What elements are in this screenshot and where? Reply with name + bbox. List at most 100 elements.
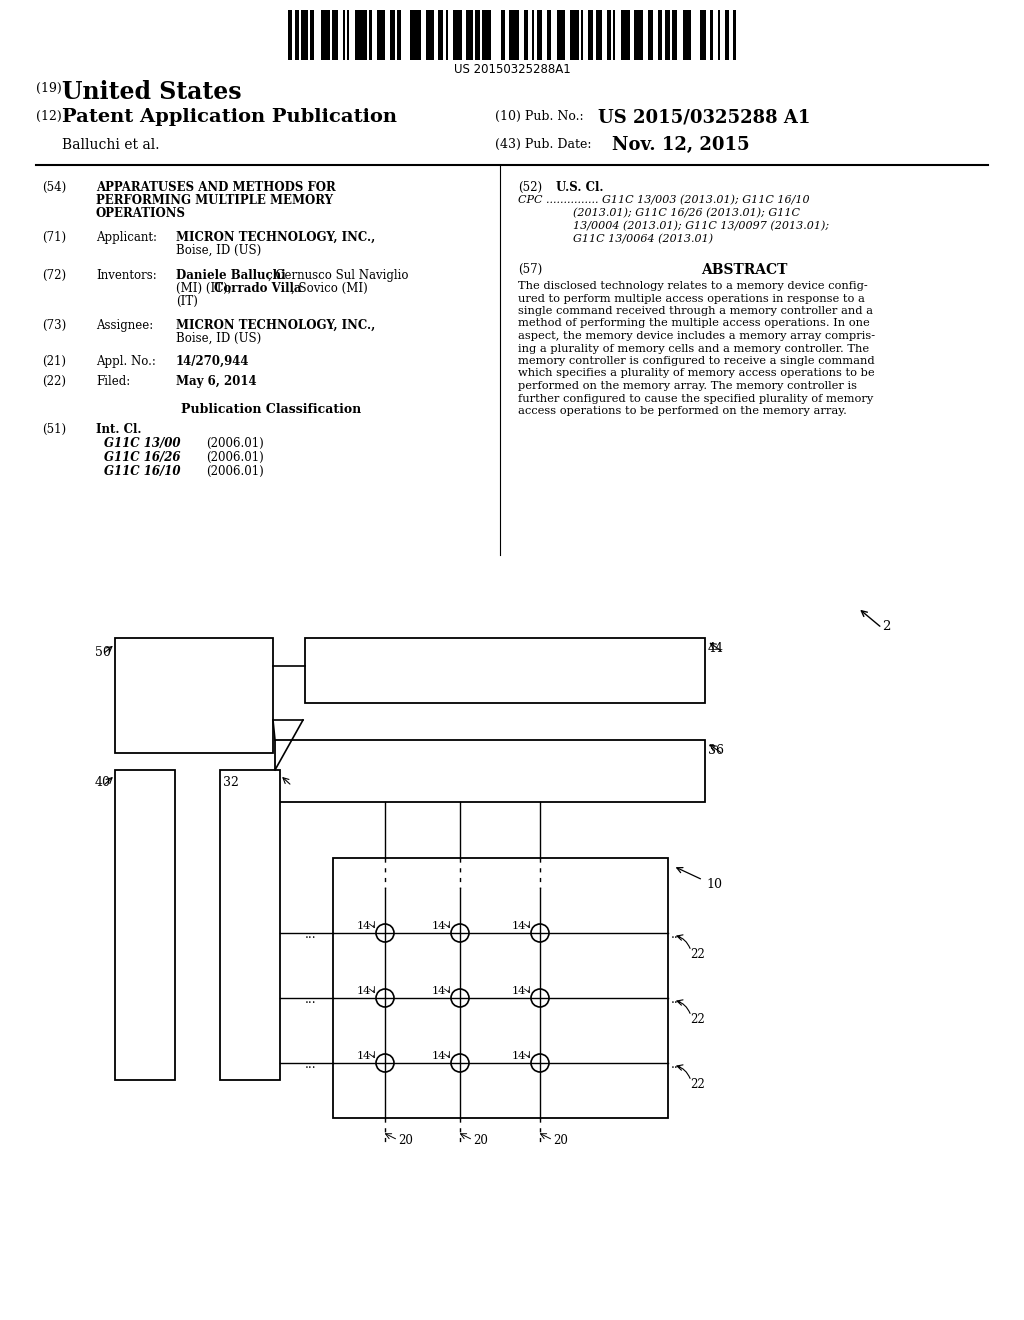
Text: G11C 13/0064 (2013.01): G11C 13/0064 (2013.01) <box>573 234 713 244</box>
Text: (2006.01): (2006.01) <box>206 451 264 465</box>
Text: 14/270,944: 14/270,944 <box>176 355 250 368</box>
Text: Publication Classification: Publication Classification <box>181 403 361 416</box>
Bar <box>588 11 593 59</box>
Text: Boise, ID (US): Boise, ID (US) <box>176 244 261 257</box>
Text: 22: 22 <box>690 948 705 961</box>
Bar <box>573 11 579 59</box>
Text: Int. Cl.: Int. Cl. <box>96 422 141 436</box>
Text: 14: 14 <box>432 921 446 931</box>
Text: Assignee:: Assignee: <box>96 319 154 333</box>
Text: (2013.01); G11C 16/26 (2013.01); G11C: (2013.01); G11C 16/26 (2013.01); G11C <box>573 209 800 218</box>
Bar <box>557 11 561 59</box>
Bar <box>701 11 707 59</box>
Bar <box>333 858 668 1118</box>
Text: 40: 40 <box>95 776 111 789</box>
Text: , Sovico (MI): , Sovico (MI) <box>291 282 368 294</box>
Text: Corrado Villa: Corrado Villa <box>214 282 301 294</box>
Text: ...: ... <box>671 928 683 941</box>
Text: ...: ... <box>305 993 316 1006</box>
Bar <box>674 11 678 59</box>
Bar <box>501 11 506 59</box>
Bar <box>428 11 434 59</box>
Text: (71): (71) <box>42 231 67 244</box>
Text: United States: United States <box>62 81 242 104</box>
Text: 44: 44 <box>708 642 724 655</box>
Text: (MI) (IT);: (MI) (IT); <box>176 282 236 294</box>
Text: ...: ... <box>671 993 683 1006</box>
Text: U.S. Cl.: U.S. Cl. <box>556 181 603 194</box>
Bar <box>377 11 379 59</box>
Text: Balluchi et al.: Balluchi et al. <box>62 139 160 152</box>
Bar <box>531 11 535 59</box>
Bar <box>220 770 280 1080</box>
Bar <box>727 11 729 59</box>
Bar <box>295 11 299 59</box>
Text: Patent Application Publication: Patent Application Publication <box>62 108 397 125</box>
Bar <box>396 11 399 59</box>
Text: (22): (22) <box>42 375 66 388</box>
Text: ...: ... <box>671 1059 683 1071</box>
Text: (19): (19) <box>36 82 61 95</box>
Bar <box>733 11 736 59</box>
Text: (54): (54) <box>42 181 67 194</box>
Text: 14: 14 <box>357 1051 372 1061</box>
Text: (2006.01): (2006.01) <box>206 465 264 478</box>
Bar <box>414 11 418 59</box>
Bar <box>327 11 330 59</box>
Text: (72): (72) <box>42 269 67 282</box>
Bar <box>540 11 542 59</box>
Text: ABSTRACT: ABSTRACT <box>700 263 787 277</box>
Text: (43) Pub. Date:: (43) Pub. Date: <box>495 139 592 150</box>
Bar <box>355 11 359 59</box>
Bar <box>303 11 308 59</box>
Text: 22: 22 <box>690 1078 705 1092</box>
Bar <box>332 11 334 59</box>
Bar <box>301 11 303 59</box>
Text: APPARATUSES AND METHODS FOR: APPARATUSES AND METHODS FOR <box>96 181 336 194</box>
Bar <box>710 11 713 59</box>
Text: (21): (21) <box>42 355 66 368</box>
Text: single command received through a memory controller and a: single command received through a memory… <box>518 306 873 315</box>
Text: May 6, 2014: May 6, 2014 <box>176 375 257 388</box>
Text: G11C 16/10: G11C 16/10 <box>104 465 180 478</box>
Bar <box>561 11 565 59</box>
Bar <box>115 638 273 752</box>
Bar <box>379 11 385 59</box>
Bar <box>638 11 643 59</box>
Text: PERFORMING MULTIPLE MEMORY: PERFORMING MULTIPLE MEMORY <box>96 194 333 207</box>
Text: 20: 20 <box>553 1134 568 1147</box>
Text: G11C 16/26: G11C 16/26 <box>104 451 180 465</box>
Bar <box>699 11 701 59</box>
Text: US 20150325288A1: US 20150325288A1 <box>454 63 570 77</box>
Text: 14: 14 <box>357 986 372 997</box>
Text: (IT): (IT) <box>176 294 198 308</box>
Bar <box>627 11 630 59</box>
Bar <box>634 11 638 59</box>
Bar <box>659 11 662 59</box>
Text: (51): (51) <box>42 422 67 436</box>
Bar <box>466 11 467 59</box>
Text: (52): (52) <box>518 181 542 194</box>
Text: (2006.01): (2006.01) <box>206 437 264 450</box>
Bar <box>621 11 627 59</box>
Text: 10: 10 <box>706 878 722 891</box>
Text: Daniele Balluchi: Daniele Balluchi <box>176 269 286 282</box>
Bar <box>446 11 447 59</box>
Text: Inventors:: Inventors: <box>96 269 157 282</box>
Text: method of performing the multiple access operations. In one: method of performing the multiple access… <box>518 318 869 329</box>
Bar <box>361 11 367 59</box>
Text: 14: 14 <box>432 1051 446 1061</box>
Text: 50: 50 <box>95 645 111 659</box>
Text: ing a plurality of memory cells and a memory controller. The: ing a plurality of memory cells and a me… <box>518 343 869 354</box>
Bar <box>547 11 551 59</box>
Text: 20: 20 <box>473 1134 487 1147</box>
Bar <box>459 11 462 59</box>
Bar <box>688 11 691 59</box>
Text: MICRON TECHNOLOGY, INC.,: MICRON TECHNOLOGY, INC., <box>176 231 375 244</box>
Bar <box>418 11 421 59</box>
Bar <box>613 11 615 59</box>
Bar <box>725 11 727 59</box>
Text: (57): (57) <box>518 263 543 276</box>
Bar <box>288 11 292 59</box>
Bar <box>524 11 527 59</box>
